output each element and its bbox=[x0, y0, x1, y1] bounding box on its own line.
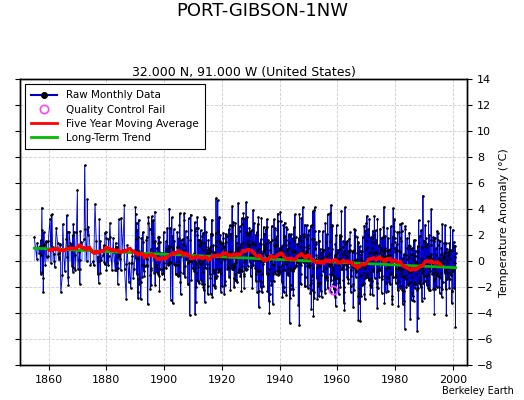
Title: 32.000 N, 91.000 W (United States): 32.000 N, 91.000 W (United States) bbox=[132, 66, 355, 79]
Text: PORT-GIBSON-1NW: PORT-GIBSON-1NW bbox=[176, 2, 348, 20]
Y-axis label: Temperature Anomaly (°C): Temperature Anomaly (°C) bbox=[499, 148, 509, 296]
Legend: Raw Monthly Data, Quality Control Fail, Five Year Moving Average, Long-Term Tren: Raw Monthly Data, Quality Control Fail, … bbox=[25, 84, 205, 149]
Text: Berkeley Earth: Berkeley Earth bbox=[442, 386, 514, 396]
